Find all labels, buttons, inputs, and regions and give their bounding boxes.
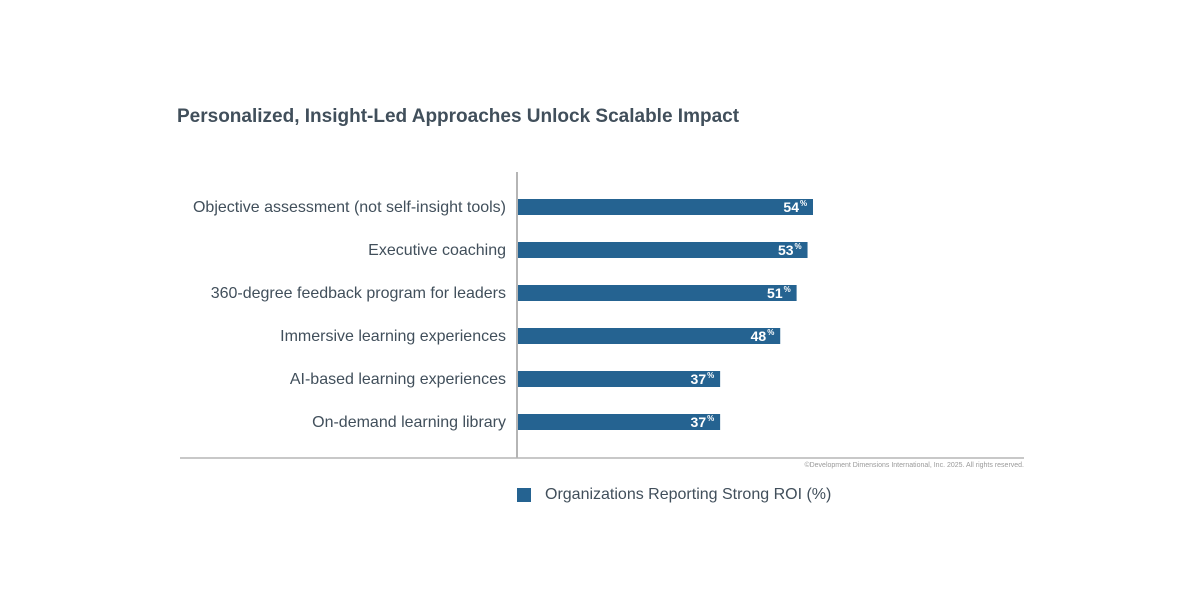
bar <box>518 414 721 430</box>
legend: Organizations Reporting Strong ROI (%) <box>517 486 831 504</box>
data-label: 51 <box>767 285 783 301</box>
data-label-suffix: % <box>795 242 802 251</box>
data-label-suffix: % <box>707 414 714 423</box>
bar <box>518 242 808 258</box>
data-label-suffix: % <box>767 328 774 337</box>
data-label: 53 <box>778 242 794 258</box>
legend-swatch <box>517 488 531 502</box>
data-label: 54 <box>783 199 799 215</box>
category-label: Immersive learning experiences <box>280 328 506 345</box>
category-label: AI-based learning experiences <box>290 371 506 388</box>
bar <box>518 328 781 344</box>
bar <box>518 285 797 301</box>
data-label: 48 <box>751 328 767 344</box>
category-label: Executive coaching <box>368 242 506 259</box>
copyright-note: ©Development Dimensions International, I… <box>804 462 1024 469</box>
category-label: On-demand learning library <box>312 414 506 431</box>
bar <box>518 199 813 215</box>
data-label-suffix: % <box>784 285 791 294</box>
category-label: 360-degree feedback program for leaders <box>211 285 506 302</box>
data-label-suffix: % <box>707 371 714 380</box>
category-label: Objective assessment (not self-insight t… <box>193 199 506 216</box>
chart-title: Personalized, Insight-Led Approaches Unl… <box>177 106 740 127</box>
legend-label: Organizations Reporting Strong ROI (%) <box>545 486 832 503</box>
data-label: 37 <box>691 414 707 430</box>
bar <box>518 371 721 387</box>
data-label: 37 <box>691 371 707 387</box>
data-label-suffix: % <box>800 199 807 208</box>
